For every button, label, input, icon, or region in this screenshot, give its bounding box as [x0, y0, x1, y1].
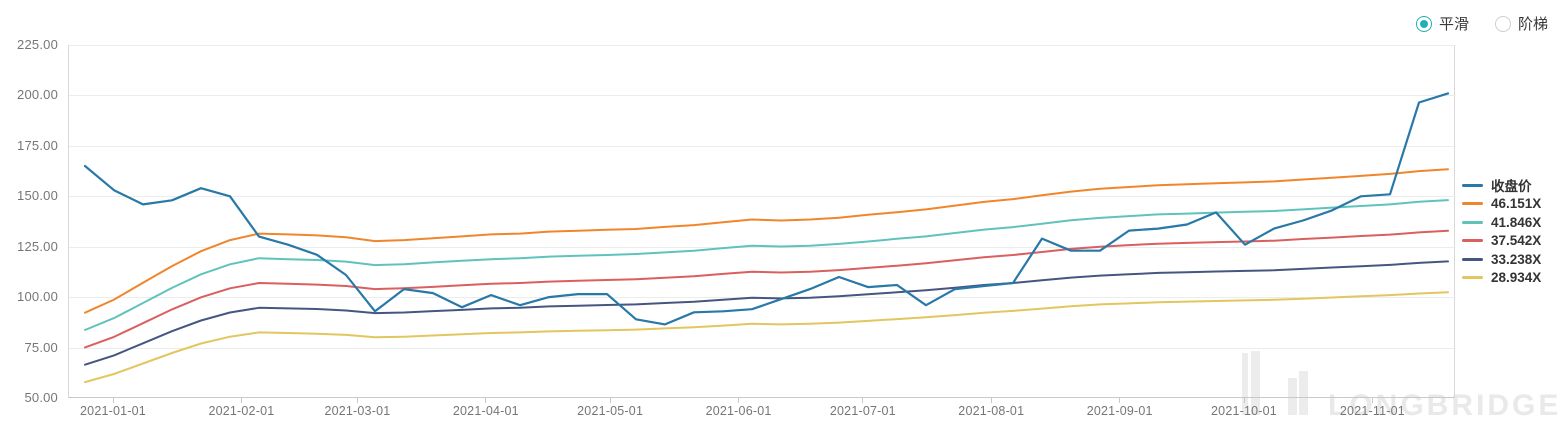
y-axis-label: 50.00	[24, 390, 58, 405]
x-axis-label: 2021-05-01	[577, 404, 644, 418]
legend-marker-icon	[1462, 183, 1483, 187]
radio-step-label: 阶梯	[1517, 16, 1548, 33]
legend-item-pe-28-934x[interactable]: 28.934X	[1462, 269, 1541, 288]
y-axis-label: 100.00	[17, 289, 58, 305]
longbridge-logo-icon	[1251, 351, 1260, 415]
radio-smooth[interactable]: 平滑	[1415, 13, 1469, 34]
x-axis-tick	[738, 398, 740, 403]
series-line-pe-33-238x	[84, 260, 1449, 366]
y-axis-label: 225.00	[17, 37, 58, 52]
x-axis-label: 2021-02-01	[208, 404, 275, 418]
legend-label: 28.934X	[1491, 270, 1542, 286]
y-axis-label: 125.00	[17, 238, 58, 254]
longbridge-logo-icon	[1242, 353, 1248, 415]
legend-item-pe-46-151x[interactable]: 46.151X	[1462, 195, 1541, 214]
legend-label: 41.846X	[1491, 214, 1542, 230]
radio-step[interactable]: 阶梯	[1494, 13, 1548, 34]
longbridge-logo-icon	[1288, 378, 1297, 415]
longbridge-logo-icon	[1299, 371, 1308, 415]
series-line-pe-28-934x	[84, 291, 1449, 384]
legend-label: 收盘价	[1491, 179, 1532, 195]
x-axis-label: 2021-10-01	[1211, 404, 1277, 418]
radio-smooth-icon	[1415, 15, 1432, 32]
y-axis-label: 75.00	[24, 339, 58, 355]
x-axis-label: 2021-07-01	[829, 404, 896, 418]
x-axis-tick	[1371, 398, 1373, 403]
x-axis-label: 2021-03-01	[324, 404, 391, 418]
x-axis-label: 2021-11-01	[1339, 404, 1405, 418]
legend-marker-icon	[1462, 239, 1483, 243]
legend-item-close-price[interactable]: 收盘价	[1462, 176, 1541, 195]
y-axis-label: 175.00	[17, 137, 58, 153]
y-axis-label: 150.00	[17, 188, 58, 204]
legend-item-pe-33-238x[interactable]: 33.238X	[1462, 250, 1541, 269]
radio-smooth-label: 平滑	[1438, 16, 1469, 33]
x-axis-tick	[240, 398, 242, 403]
legend-marker-icon	[1462, 257, 1483, 261]
legend-label: 46.151X	[1491, 196, 1542, 212]
x-axis-tick	[1119, 398, 1121, 403]
x-axis-label: 2021-01-01	[80, 404, 146, 418]
x-axis-tick	[609, 398, 611, 403]
x-axis-tick	[1243, 398, 1245, 403]
legend-item-pe-41-846x[interactable]: 41.846X	[1462, 213, 1541, 232]
series-line-pe-46-151x	[84, 168, 1449, 314]
x-axis-tick	[112, 398, 114, 403]
x-axis-label: 2021-09-01	[1086, 404, 1153, 418]
y-axis-label: 200.00	[17, 87, 58, 103]
legend-label: 37.542X	[1491, 233, 1542, 249]
legend-marker-icon	[1462, 202, 1483, 206]
series-line-pe-41-846x	[84, 199, 1449, 331]
series-line-pe-37-542x	[84, 229, 1449, 349]
legend-marker-icon	[1462, 220, 1483, 224]
legend-item-pe-37-542x[interactable]: 37.542X	[1462, 232, 1541, 251]
radio-step-icon	[1494, 15, 1511, 32]
x-axis-label: 2021-04-01	[452, 404, 519, 418]
x-axis-label: 2021-08-01	[958, 404, 1025, 418]
plot-svg	[69, 45, 1456, 384]
x-axis-label: 2021-06-01	[705, 404, 772, 418]
x-axis-tick	[990, 398, 992, 403]
series-line-close-price	[83, 92, 1450, 326]
watermark-text: LONGBRIDGE	[1328, 389, 1562, 422]
line-mode-controls: 平滑 阶梯	[1415, 13, 1548, 34]
x-axis-tick	[862, 398, 864, 403]
radio-dot-icon	[1419, 19, 1428, 28]
plot-area[interactable]	[68, 45, 1456, 398]
legend-label: 33.238X	[1491, 251, 1542, 267]
x-axis-tick	[356, 398, 358, 403]
legend: 收盘价 46.151X 41.846X 37.542X 33.238X 28.934X	[1462, 176, 1541, 287]
x-axis-tick	[485, 398, 487, 403]
legend-marker-icon	[1462, 276, 1483, 280]
